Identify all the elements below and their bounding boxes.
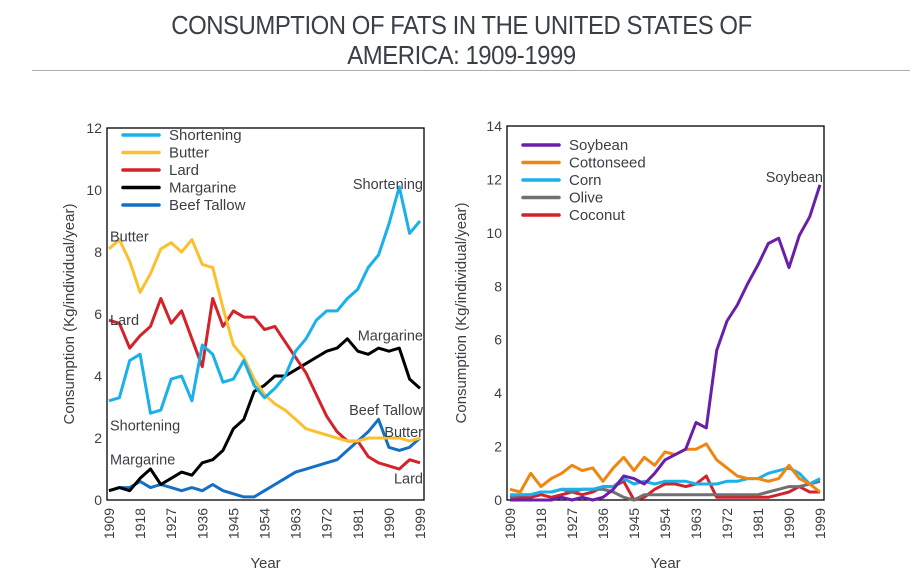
x-axis-label: Year: [650, 555, 680, 572]
series-shortening-line: [108, 185, 422, 415]
annotation-label: Margarine: [358, 329, 423, 345]
legend-label: Soybean: [569, 137, 628, 154]
x-tick-label: 1954: [257, 508, 273, 539]
title-line-2: AMERICA: 1909-1999: [347, 40, 576, 70]
legend-label: Butter: [169, 145, 209, 162]
series-margarine: [108, 337, 421, 493]
x-tick-label: 1999: [812, 508, 828, 539]
y-axis-label: Consumption (Kg/individual/year): [453, 203, 470, 424]
y-tick-label: 10: [486, 225, 502, 241]
y-tick-label: 8: [94, 244, 102, 260]
x-tick-label: 1972: [719, 508, 735, 539]
y-tick-label: 12: [86, 120, 102, 136]
y-axis-label: Consumption (Kg/individual/year): [61, 204, 78, 425]
series-shortening: [108, 185, 422, 415]
x-tick-label: 1936: [194, 508, 210, 539]
annotation-label: Beef Tallow: [349, 403, 423, 419]
x-tick-label: 1954: [657, 508, 673, 539]
legend-label: Olive: [569, 190, 603, 207]
y-tick-label: 2: [94, 430, 102, 446]
x-tick-label: 1936: [595, 508, 611, 539]
plot-frame: [506, 125, 825, 501]
annotation-label: Margarine: [110, 453, 175, 469]
x-tick-label: 1909: [502, 508, 518, 539]
y-tick-label: 6: [494, 332, 502, 348]
y-tick-label: 2: [494, 439, 502, 455]
legend-label: Margarine: [169, 180, 237, 197]
y-tick-label: 0: [94, 492, 102, 508]
y-tick-label: 12: [486, 171, 502, 187]
legend-label: Lard: [169, 162, 199, 179]
x-tick-label: 1945: [225, 508, 241, 539]
legend-label: Shortening: [169, 127, 242, 144]
legend-label: Beef Tallow: [169, 197, 246, 214]
x-tick-label: 1981: [750, 508, 766, 539]
x-tick-label: 1963: [288, 508, 304, 539]
title-divider: [32, 70, 910, 71]
annotation-label: Butter: [384, 425, 423, 441]
title-line-1: CONSUMPTION OF FATS IN THE UNITED STATES…: [171, 10, 752, 40]
series-butter: [108, 238, 421, 443]
annotation-label: Butter: [110, 230, 149, 246]
x-tick-label: 1990: [781, 508, 797, 539]
x-tick-label: 1990: [381, 508, 397, 539]
y-tick-label: 4: [94, 368, 102, 384]
x-tick-label: 1999: [412, 508, 428, 539]
y-tick-label: 0: [494, 492, 502, 508]
x-tick-label: 1927: [564, 508, 580, 539]
x-tick-label: 1981: [350, 508, 366, 539]
series-lard: [108, 297, 421, 471]
annotation-label: Soybean: [766, 170, 823, 186]
x-tick-label: 1909: [101, 508, 117, 539]
x-tick-label: 1918: [533, 508, 549, 539]
x-tick-label: 1972: [319, 508, 335, 539]
y-tick-label: 6: [94, 306, 102, 322]
y-tick-label: 8: [494, 278, 502, 294]
series-soybean: [509, 184, 822, 502]
chart-title: CONSUMPTION OF FATS IN THE UNITED STATES…: [37, 10, 886, 70]
x-tick-label: 1918: [132, 508, 148, 539]
chart-1: 0 2 4 6 8 10 12 1909 1918 1927 1936 1945 1954 1963 197…: [61, 120, 428, 572]
y-tick-label: 14: [486, 118, 502, 134]
x-axis-label: Year: [250, 555, 280, 572]
plot-frame: [106, 127, 425, 501]
x-tick-label: 1963: [688, 508, 704, 539]
y-tick-label: 4: [494, 385, 502, 401]
legend-label: Corn: [569, 172, 602, 189]
annotation-label: Lard: [394, 471, 423, 487]
legend-label: Cottonseed: [569, 155, 646, 172]
annotation-label: Shortening: [110, 419, 180, 435]
x-tick-label: 1927: [163, 508, 179, 539]
y-tick-label: 10: [86, 182, 102, 198]
x-tick-label: 1945: [626, 508, 642, 539]
legend-label: Coconut: [569, 207, 626, 224]
annotation-label: Shortening: [353, 177, 423, 193]
annotation-label: Lard: [110, 313, 139, 329]
chart-2: 0 2 4 6 8 10 12 14 1909 1918 1927 1936 1945 1954 1963 1…: [453, 118, 828, 572]
